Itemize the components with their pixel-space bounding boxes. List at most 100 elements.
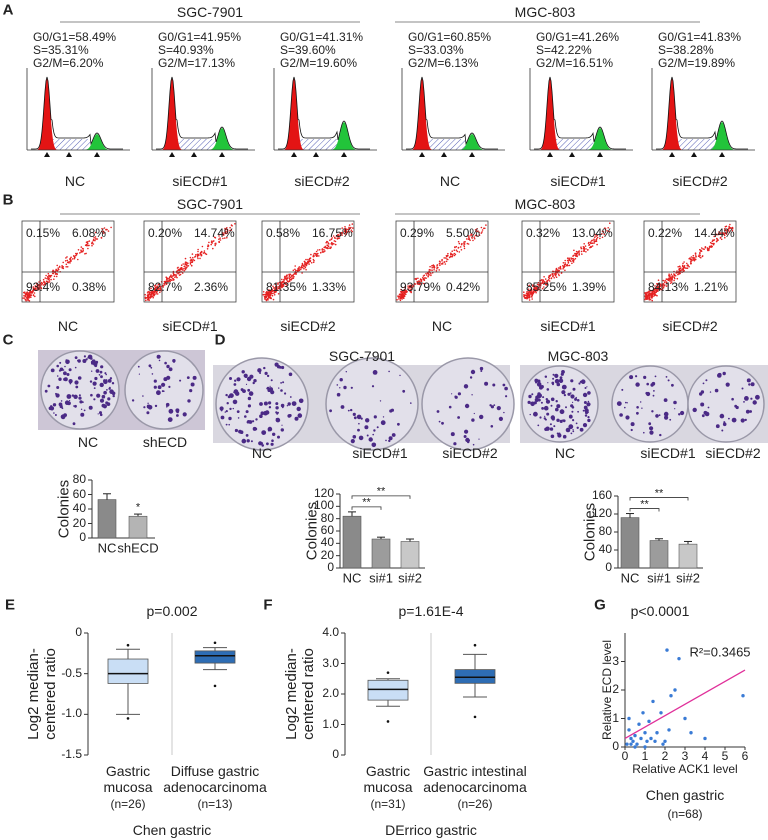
colony: [249, 374, 254, 379]
point: [631, 739, 635, 743]
sample-label: siECD#2: [662, 317, 718, 334]
event-dot: [285, 276, 288, 278]
colony: [721, 429, 724, 432]
event-dot: [421, 277, 424, 279]
colony: [192, 375, 197, 380]
event-dot: [725, 229, 727, 232]
colony: [357, 428, 360, 432]
event-dot: [526, 293, 529, 295]
colony: [490, 425, 494, 428]
event-dot: [575, 255, 577, 257]
colony: [625, 415, 630, 420]
colony: [238, 429, 242, 434]
y-tick-label: 3.0: [322, 655, 339, 670]
event-dot: [533, 287, 536, 289]
event-dot: [432, 264, 435, 266]
event-dot: [164, 281, 167, 283]
colony: [294, 416, 299, 421]
colony: [643, 431, 645, 434]
event-dot: [288, 277, 291, 280]
colony: [464, 403, 470, 409]
event-dot: [682, 266, 685, 268]
event-dot: [154, 291, 156, 294]
event-dot: [555, 276, 558, 279]
quadrant-percent: 85.25%: [526, 280, 567, 295]
y-axis-title: Colonies: [581, 502, 599, 562]
cell-cycle-stat: S=38.28%: [658, 43, 714, 58]
event-dot: [456, 250, 459, 253]
event-dot: [473, 236, 476, 238]
event-dot: [670, 278, 672, 280]
quadrant-percent: 5.50%: [446, 226, 481, 241]
event-dot: [321, 248, 324, 250]
event-dot: [314, 252, 317, 255]
colony: [248, 391, 254, 396]
event-dot: [53, 275, 56, 278]
event-dot: [326, 244, 329, 246]
event-dot: [529, 290, 531, 293]
x-tick-label: 4: [701, 749, 709, 764]
gate-marker: [313, 152, 319, 157]
event-dot: [214, 244, 216, 247]
event-dot: [398, 295, 401, 298]
flier: [126, 643, 130, 647]
event-dot: [46, 277, 48, 280]
event-dot: [293, 275, 295, 278]
box: [194, 650, 236, 664]
event-dot: [650, 294, 652, 297]
event-dot: [671, 279, 674, 281]
event-dot: [183, 269, 185, 272]
colony: [578, 382, 581, 385]
event-dot: [203, 250, 206, 252]
colony: [371, 385, 375, 388]
colony: [380, 420, 386, 426]
event-dot: [56, 273, 58, 275]
colony: [504, 386, 508, 391]
colony: [190, 382, 195, 387]
event-dot: [54, 273, 57, 275]
event-dot: [32, 294, 35, 296]
event-dot: [671, 275, 673, 277]
event-dot: [34, 285, 37, 287]
colony: [663, 398, 668, 402]
quadrant-percent: 2.36%: [194, 280, 229, 295]
event-dot: [477, 230, 479, 232]
colony: [636, 411, 639, 415]
colony: [103, 379, 107, 383]
event-dot: [347, 230, 350, 233]
event-dot: [453, 249, 456, 251]
event-dot: [195, 254, 197, 256]
event-dot: [583, 243, 585, 245]
event-dot: [557, 267, 560, 269]
category-label: Diffuse gastric adenocarcinoma: [163, 762, 267, 795]
event-dot: [715, 233, 717, 236]
colony: [583, 405, 588, 410]
event-dot: [700, 247, 703, 249]
event-dot: [66, 261, 69, 264]
event-dot: [688, 265, 690, 268]
colony: [616, 401, 622, 406]
colony: [734, 404, 738, 408]
event-dot: [351, 223, 354, 225]
event-dot: [184, 267, 186, 270]
colony: [570, 392, 572, 394]
event-dot: [85, 241, 88, 243]
event-dot: [669, 274, 671, 277]
colony: [157, 385, 162, 390]
colony: [722, 422, 727, 427]
colony: [587, 416, 590, 419]
colony: [224, 411, 226, 413]
colony: [340, 405, 345, 409]
hist-outline: [655, 76, 748, 150]
event-dot: [423, 282, 425, 285]
event-dot: [300, 267, 302, 269]
colony: [542, 396, 545, 399]
event-dot: [580, 250, 583, 253]
colony: [298, 398, 304, 404]
hist-g1-peak: [278, 78, 370, 150]
event-dot: [578, 250, 580, 253]
event-dot: [463, 247, 466, 250]
event-dot: [173, 274, 175, 277]
event-dot: [80, 249, 82, 251]
event-dot: [684, 267, 686, 269]
